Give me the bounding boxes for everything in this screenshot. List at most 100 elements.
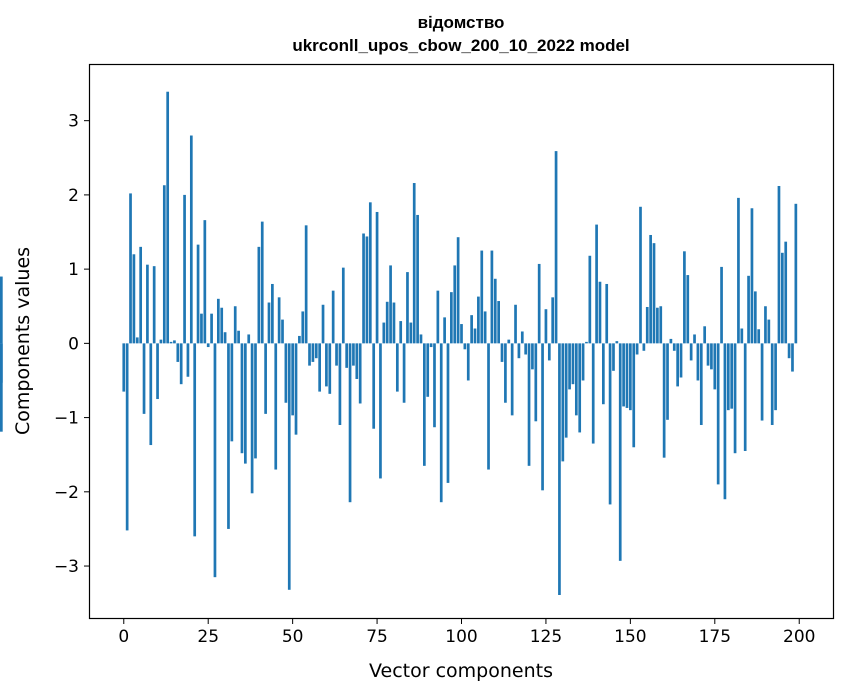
plot-frame: [88, 63, 835, 620]
bar-63: [335, 343, 338, 366]
bar-59: [321, 304, 325, 344]
bar-127: [551, 297, 555, 344]
bar-55: [308, 343, 311, 366]
bar-148: [622, 343, 625, 407]
bar-72: [365, 236, 369, 344]
bar-0: [122, 343, 126, 392]
bar-43: [267, 302, 271, 344]
bar-32: [230, 343, 234, 442]
bar-13: [166, 91, 170, 344]
bar-139: [591, 343, 595, 444]
bar-21: [193, 343, 197, 537]
bar-98: [453, 265, 457, 344]
bar-60: [325, 343, 328, 387]
bar-106: [480, 250, 484, 344]
bar-24: [203, 220, 207, 344]
y-tick-label: 3: [68, 112, 79, 132]
bar-141: [598, 281, 602, 344]
bar-46: [277, 297, 281, 344]
bar-105: [477, 296, 480, 344]
bar-85: [409, 322, 413, 344]
bar-181: [733, 343, 737, 454]
bar-153: [639, 206, 642, 344]
x-tick-label: 50: [282, 627, 304, 647]
bar-177: [720, 266, 723, 344]
bar-170: [696, 343, 700, 381]
bar-73: [368, 202, 372, 344]
bar-70: [358, 343, 362, 404]
bar-159: [659, 306, 663, 344]
bar-34: [237, 330, 240, 344]
bar-50: [291, 343, 294, 416]
bar-37: [247, 334, 251, 344]
bar-130: [561, 343, 565, 462]
bar-99: [456, 237, 460, 344]
bar-25: [206, 343, 210, 348]
bar-165: [679, 343, 683, 378]
bar-184: [743, 343, 747, 451]
bar-16: [176, 343, 180, 362]
bar-126: [547, 343, 551, 361]
bar-169: [693, 334, 696, 344]
bar-68: [352, 343, 355, 366]
bar-136: [581, 343, 585, 381]
bar-64: [338, 343, 342, 426]
bar-100: [460, 324, 463, 344]
bar-40: [257, 246, 261, 344]
bar-22: [196, 244, 200, 344]
bar-137: [585, 341, 588, 344]
bar-67: [348, 343, 352, 503]
bar-179: [726, 343, 730, 411]
bar-119: [524, 343, 528, 355]
x-tick-label: 0: [118, 627, 129, 647]
bar-151: [632, 343, 636, 448]
bar-123: [537, 263, 541, 344]
bar-155: [645, 306, 649, 344]
bar-96: [446, 343, 450, 483]
bar-45: [274, 343, 278, 470]
bar-142: [601, 343, 605, 405]
bar-162: [669, 338, 673, 344]
bar-58: [318, 343, 322, 392]
bar-150: [629, 343, 632, 411]
bar-14: [169, 341, 173, 344]
bar-87: [416, 214, 419, 344]
bar-194: [777, 185, 781, 344]
bar-164: [676, 343, 679, 387]
bar-156: [649, 234, 652, 344]
bar-135: [578, 343, 582, 433]
bar-61: [328, 343, 332, 394]
bar-122: [534, 343, 538, 422]
bar-88: [419, 334, 423, 344]
bar-79: [389, 265, 392, 344]
bar-190: [764, 306, 767, 344]
bar-38: [250, 343, 254, 494]
x-tick-label: 125: [530, 627, 562, 647]
bar-51: [294, 343, 298, 435]
bar-83: [402, 343, 406, 403]
bar-114: [507, 339, 511, 344]
bar-124: [541, 343, 544, 491]
y-tick-label: −3: [54, 557, 79, 577]
bar-53: [301, 311, 305, 344]
bar-2: [129, 193, 132, 344]
x-tick-label: 75: [366, 627, 388, 647]
bar-112: [500, 343, 504, 362]
bar-84: [406, 272, 409, 344]
bar-81: [395, 343, 399, 392]
y-tick-label: 2: [68, 186, 79, 206]
bar-166: [683, 251, 686, 344]
bar-188: [757, 329, 761, 344]
bar-44: [271, 283, 274, 344]
x-tick-label: 175: [699, 627, 731, 647]
bar-131: [564, 343, 568, 438]
bar-74: [372, 343, 376, 429]
bar-11: [159, 339, 163, 344]
bar-143: [605, 283, 609, 344]
bar-69: [355, 343, 359, 379]
bar-152: [635, 343, 639, 355]
bar-120: [527, 343, 531, 466]
bar-90: [426, 343, 430, 397]
bar-171: [699, 343, 703, 426]
x-axis-label: Vector components: [369, 660, 553, 682]
